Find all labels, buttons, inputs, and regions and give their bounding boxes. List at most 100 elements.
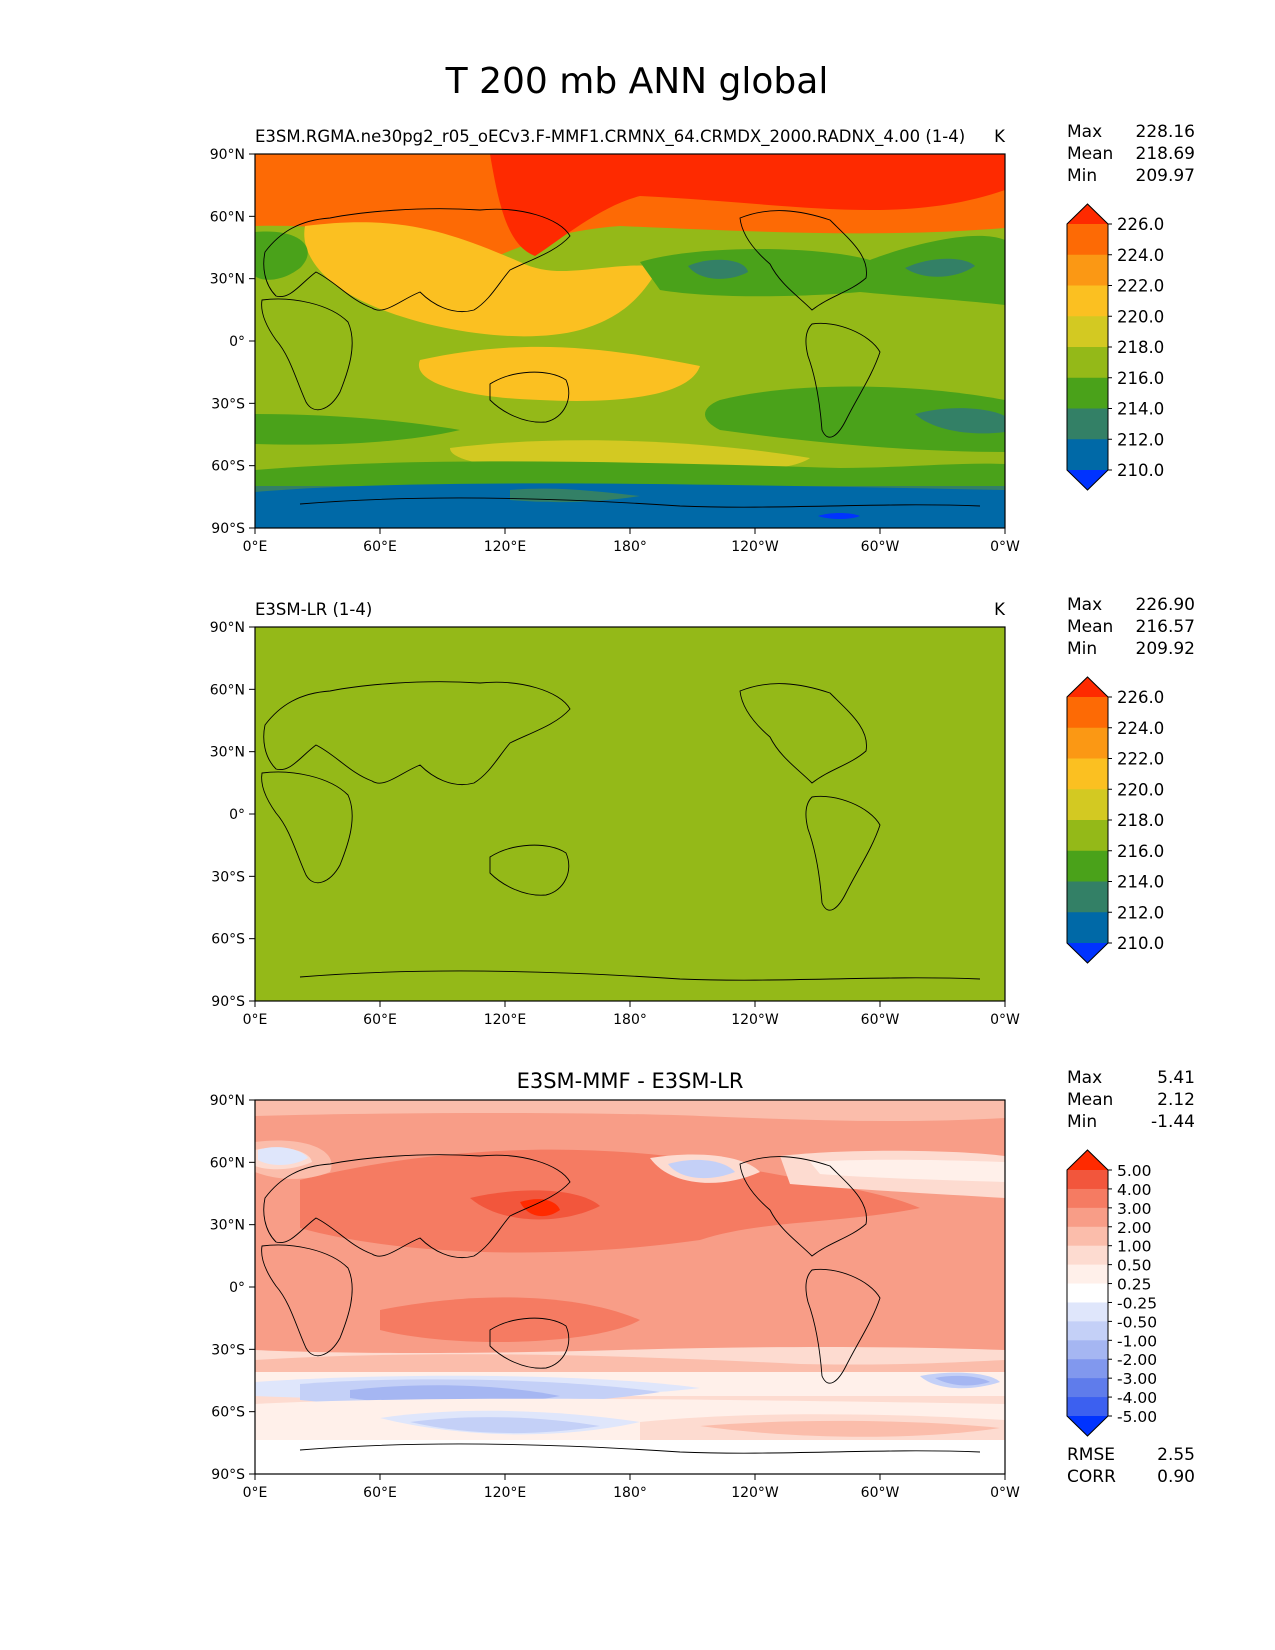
panel-title-right: K [994,600,1006,619]
panel-test: 0°E 60°E 120°E 180° 120°W 60°W 0°W 90°N 60°N 30°N… [210,122,1195,555]
coastline-0 [263,208,571,312]
contour-test-5 [640,235,1005,305]
colorbar-label: 5.00 [1117,1162,1152,1180]
x-tick-label: 0°E [243,1485,268,1501]
stat-label-max: Max [1067,1068,1102,1088]
colorbar-segment [1067,820,1108,852]
y-tick-label: 90°N [210,147,245,163]
colorbar-segment [1067,1378,1108,1398]
stat-value-min: 209.97 [1136,166,1195,186]
x-tick-label: 0°W [990,1012,1020,1028]
contour-difference-5 [520,1199,560,1217]
colorbar-segment [1067,377,1108,409]
coastline-4 [805,1268,881,1384]
colorbar-label: 212.0 [1117,430,1164,449]
coastline-2 [489,371,570,423]
panel-title-left: E3SM-LR (1-4) [255,600,372,619]
extra-label-corr: CORR [1067,1467,1116,1487]
colorbar-segment [1067,316,1108,348]
x-tick-label: 120°W [731,1485,779,1501]
colorbar-label: 2.00 [1117,1219,1152,1237]
contour-difference-24 [700,1420,1000,1437]
stat-value-min: 209.92 [1136,639,1195,659]
colorbar-extend-bottom [1067,943,1108,963]
contour-difference-2 [300,1149,920,1253]
contour-test-1 [490,154,1005,256]
coastline-6 [299,1443,981,1454]
coastline-0 [263,681,571,785]
stat-value-min: -1.44 [1151,1112,1195,1132]
coastline-1 [261,1244,353,1357]
colorbar-segment [1067,697,1108,729]
x-tick-label: 0°W [990,1485,1020,1501]
colorbar-label: -0.50 [1117,1313,1157,1331]
x-tick-label: 120°E [484,539,527,555]
colorbar-extend-top [1067,677,1108,697]
x-tick-label: 60°E [363,1012,397,1028]
colorbar-label: 224.0 [1117,719,1164,738]
y-tick-label: 90°S [211,521,245,537]
colorbar-segment [1067,285,1108,317]
colorbar-label: 218.0 [1117,338,1164,357]
map-reference [255,627,1005,1001]
stat-label-mean: Mean [1067,144,1113,164]
colorbar-segment [1067,850,1108,882]
colorbar-segment [1067,1340,1108,1360]
extra-label-rmse: RMSE [1067,1445,1115,1465]
colorbar-label: 0.50 [1117,1257,1152,1275]
stat-value-max: 226.90 [1136,595,1195,615]
colorbar-segment [1067,881,1108,913]
contour-test-15 [510,488,640,503]
colorbar-extend-bottom [1067,1416,1108,1436]
figure-title: T 200 mb ANN global [445,61,829,102]
stat-label-min: Min [1067,1112,1097,1132]
coastline-2 [489,1317,570,1369]
colorbar-label: 222.0 [1117,750,1164,769]
colorbar-segment [1067,1226,1108,1247]
x-tick-label: 60°E [363,539,397,555]
colorbar-extend-top [1067,204,1108,224]
colorbar-segment [1067,1283,1108,1303]
y-tick-label: 60°S [211,459,245,475]
panel-difference: 0°E 60°E 120°E 180° 120°W 60°W 0°W 90°N 60°N 30°N… [210,1068,1195,1501]
panels: 0°E 60°E 120°E 180° 120°W 60°W 0°W 90°N 60°N 30°N… [210,122,1195,1501]
x-tick-label: 60°W [861,1012,900,1028]
extra-value-rmse: 2.55 [1157,1445,1195,1465]
y-tick-label: 90°N [210,620,245,636]
stat-value-max: 228.16 [1136,122,1195,142]
colorbar-reference: 226.0 224.0 222.0 220.0 218.0 216.0 214.0 212.0… [1066,676,1164,964]
x-tick-label: 0°W [990,539,1020,555]
stat-label-max: Max [1067,595,1102,615]
colorbar-segment [1067,1397,1108,1417]
stat-label-mean: Mean [1067,1090,1113,1110]
stat-label-min: Min [1067,639,1097,659]
contour-test-10 [255,414,460,445]
contour-difference-22 [410,1417,600,1434]
y-tick-label: 0° [229,334,245,350]
stat-value-mean: 216.57 [1136,617,1195,637]
colorbar-label: -1.00 [1117,1332,1157,1350]
coastline-4 [805,795,881,911]
panel-title-right: K [994,127,1006,146]
y-tick-label: 60°N [210,682,245,698]
y-tick-label: 90°S [211,994,245,1010]
contour-test-12 [255,461,1005,490]
stat-value-mean: 218.69 [1136,144,1195,164]
colorbar-extend-top [1067,1150,1108,1170]
colorbar-label: -4.00 [1117,1389,1157,1407]
stat-label-min: Min [1067,166,1097,186]
x-tick-label: 0°E [243,1012,268,1028]
coastline-0 [263,1154,571,1258]
map-test [255,154,1005,528]
contour-difference-25 [255,1440,1005,1474]
stat-value-max: 5.41 [1157,1068,1195,1088]
colorbar-segment [1067,254,1108,286]
x-tick-label: 0°E [243,539,268,555]
contour-test-9 [915,408,1005,434]
coastline-6 [299,970,981,981]
colorbar-segment [1067,1359,1108,1379]
contour-difference-19 [935,1375,990,1386]
colorbar-test: 226.0 224.0 222.0 220.0 218.0 216.0 214.0 212.0… [1066,203,1164,491]
contour-test-7 [905,258,975,277]
map-difference [255,1100,1005,1474]
